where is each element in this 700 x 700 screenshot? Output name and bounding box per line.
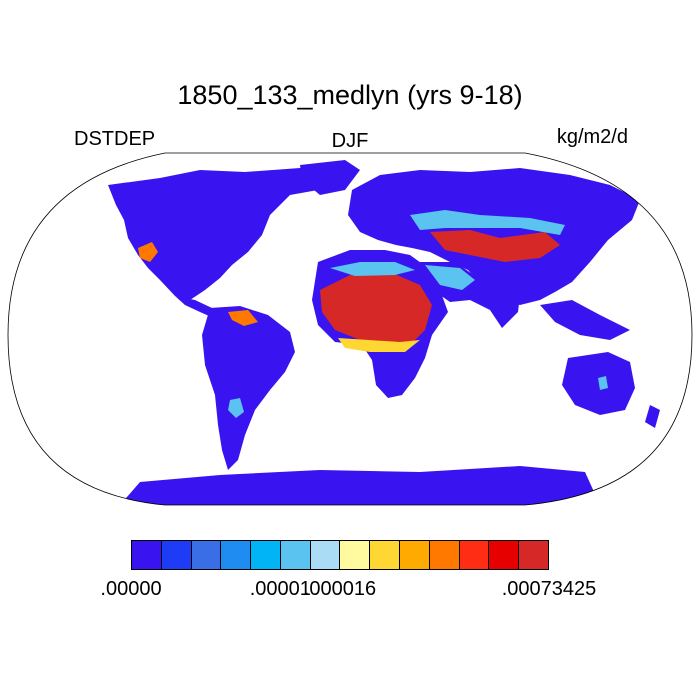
southwest-us-dust [138,242,158,262]
season-label: DJF [331,130,369,152]
colorbar [131,540,549,570]
central-asia-dust-mid [410,210,565,235]
colorbar-swatch [280,541,311,569]
north-africa-dust-mid [330,262,415,276]
colorbar-swatch [370,541,401,569]
arabia-dust-mid [425,265,475,290]
colorbar-swatch [489,541,520,569]
map-title: 1850_133_medlyn (yrs 9-18) [177,80,523,110]
central-asia-dust-high [430,230,560,262]
colorbar-swatch [132,541,162,569]
colorbar-swatch [400,541,430,569]
north-america-landmass [108,168,330,300]
antarctica-landmass [120,466,600,505]
colorbar-swatch [310,541,341,569]
colorbar-tick-label: .000016 [303,578,377,600]
sahara-dust-high [320,272,432,345]
colorbar-swatch [519,541,548,569]
colorbar-tick-label: .00001 [249,578,311,600]
sahel-dust-mid [338,338,420,352]
colorbar-tick-label: .00000 [100,578,162,600]
colorbar-swatch [429,541,460,569]
greenland-landmass [300,160,360,195]
venezuela-dust [228,310,258,326]
southeast-asia-islands [540,300,630,340]
colorbar-tick-label: .00073425 [501,578,597,600]
patagonia-dust [228,398,244,418]
new-zealand-landmass [645,405,660,428]
colorbar-swatch [161,541,192,569]
colorbar-swatch [221,541,252,569]
australia-dust [598,376,608,390]
south-america-landmass [202,306,295,470]
colorbar-swatch [251,541,281,569]
colorbar-swatch [459,541,490,569]
australia-landmass [562,352,635,415]
colorbar-swatch [191,541,222,569]
colorbar-swatch [340,541,371,569]
variable-label: DSTDEP [74,128,156,150]
units-label: kg/m2/d [556,126,628,148]
map-outline [7,152,693,506]
